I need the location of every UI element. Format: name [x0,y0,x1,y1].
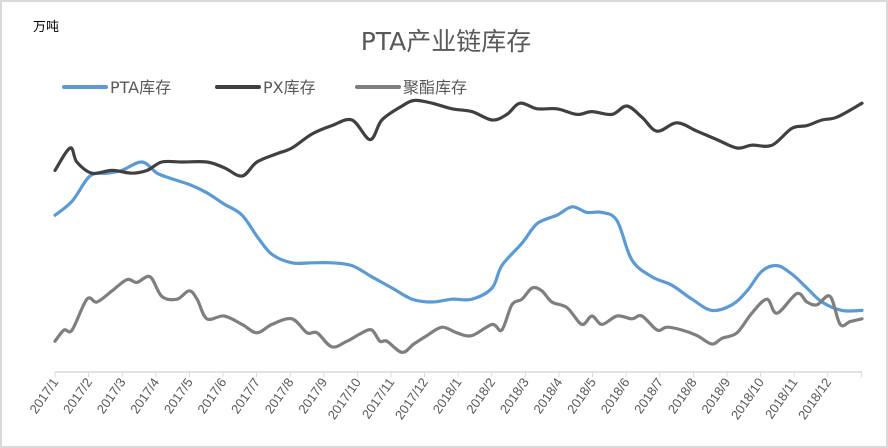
x-tick-label: 2017/3 [94,375,129,416]
x-tick-label: 2017/2 [60,375,95,416]
x-tick-label: 2018/10 [728,375,767,422]
x-tick-label: 2018/9 [698,375,733,416]
x-tick-label: 2017/10 [325,375,364,422]
series-line-3 [53,274,864,354]
x-tick-label: 2017/7 [228,375,263,416]
x-tick-label: 2017/9 [295,375,330,416]
y-axis-unit-label: 万吨 [33,20,60,35]
x-tick-label: 2018/5 [564,375,599,416]
chart-title: PTA产业链库存 [360,27,532,56]
x-tick-label: 2017/6 [194,375,229,416]
x-tick-label: 2017/12 [392,375,431,422]
x-tick-label: 2018/8 [665,375,700,416]
legend-label: 聚酯库存 [403,78,467,97]
legend-label: PTA库存 [110,78,171,97]
x-tick-label: 2017/8 [262,375,297,416]
x-tick-label: 2018/7 [631,375,666,416]
x-tick-label: 2017/4 [127,375,162,416]
x-tick-label: 2017/1 [26,375,61,416]
x-tick-label: 2018/4 [530,375,565,416]
x-tick-label: 2018/2 [463,375,498,416]
x-tick-label: 2018/12 [795,375,834,422]
x-tick-label: 2018/6 [598,375,633,416]
series-line-2 [53,98,864,178]
legend-label: PX库存 [263,78,316,97]
x-tick-label: 2017/5 [161,375,196,416]
x-tick-label: 2018/1 [430,375,465,416]
series-line-1 [53,160,864,313]
x-tick-label: 2018/3 [497,375,532,416]
